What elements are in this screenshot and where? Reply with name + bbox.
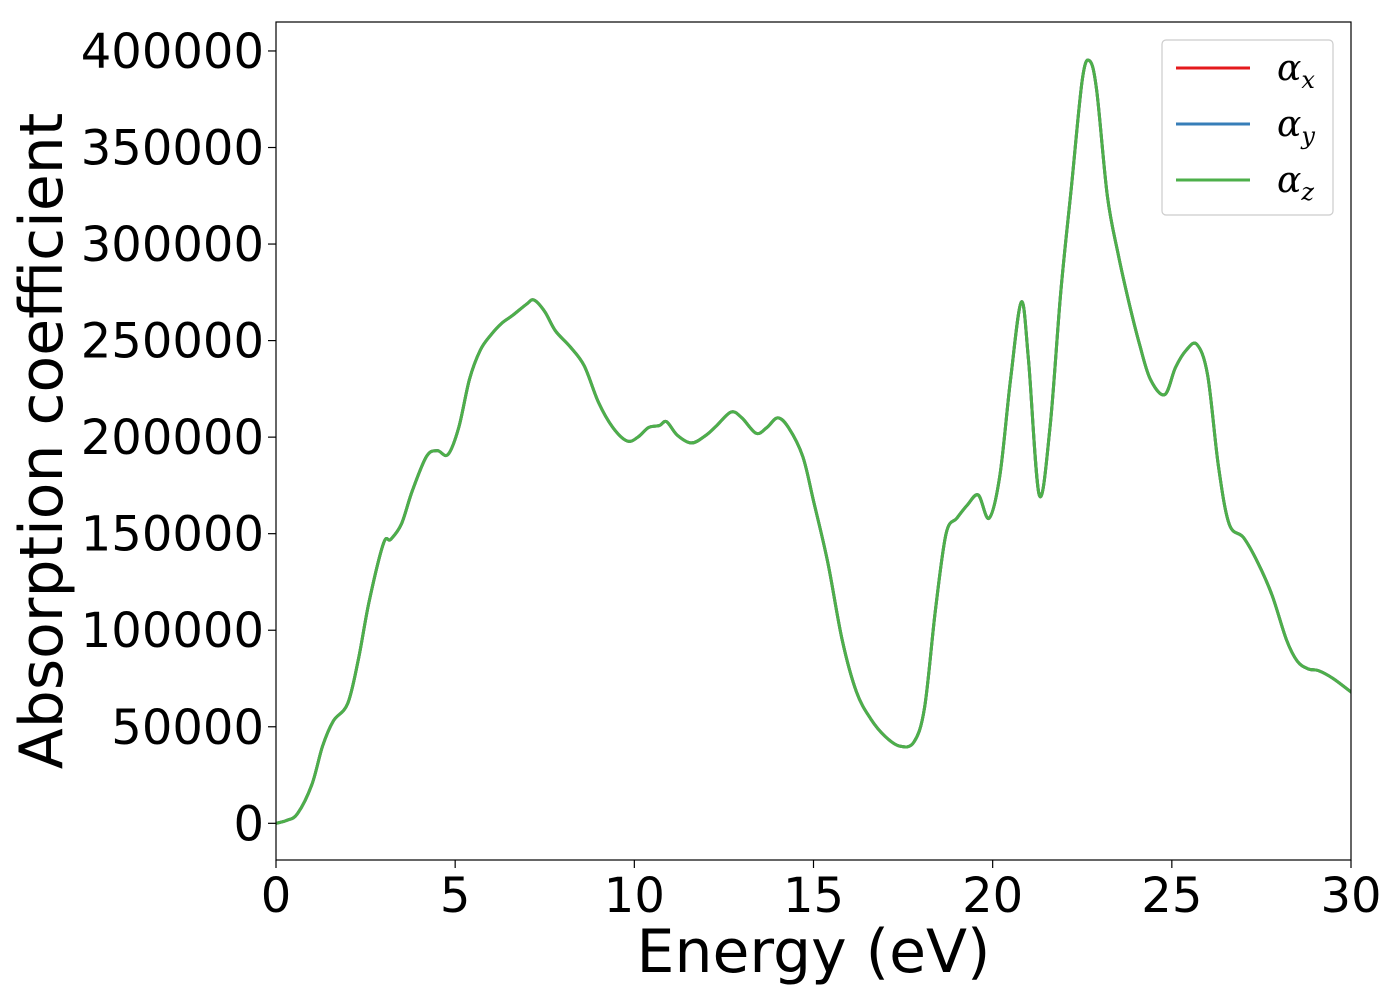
y-axis: 0 50000 100000 150000 200000 250000 300000 3500… (81, 24, 276, 852)
x-axis-title: Energy (eV) (637, 917, 991, 987)
y-tick-label: 200000 (81, 410, 264, 466)
y-tick-label: 300000 (81, 217, 264, 273)
legend-box (1161, 39, 1334, 216)
y-tick-label: 400000 (81, 24, 264, 80)
y-axis-title: Absorption coefficient (7, 113, 77, 770)
y-tick-label: 50000 (111, 700, 264, 756)
y-tick-label: 150000 (81, 507, 264, 563)
y-tick-label: 250000 (81, 314, 264, 370)
x-axis: 0 5 10 15 20 25 30 (261, 860, 1382, 924)
x-tick-label: 0 (261, 868, 292, 924)
series-layer (276, 58, 1351, 825)
x-tick-label: 10 (604, 868, 665, 924)
x-tick-label: 30 (1320, 868, 1381, 924)
x-tick-label: 15 (783, 868, 844, 924)
y-tick-label: 100000 (81, 603, 264, 659)
x-tick-label: 25 (1141, 868, 1202, 924)
x-tick-label: 20 (962, 868, 1023, 924)
x-tick-label: 5 (440, 868, 471, 924)
series-line-alpha-z (276, 58, 1351, 825)
y-tick-label: 0 (233, 796, 264, 852)
y-tick-label: 350000 (81, 121, 264, 177)
